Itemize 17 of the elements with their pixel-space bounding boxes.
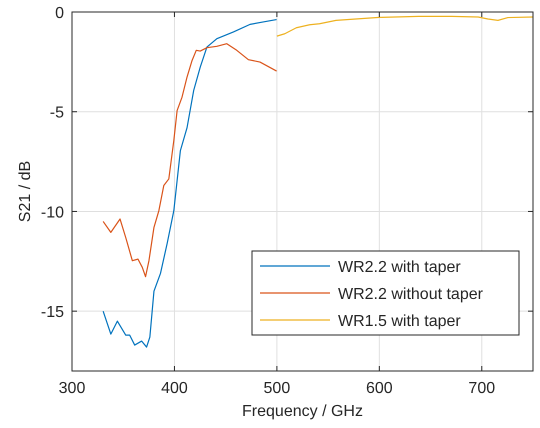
y-tick-label: -5 bbox=[50, 104, 64, 122]
y-tick-label: -15 bbox=[40, 304, 64, 322]
legend-label: WR2.2 without taper bbox=[338, 286, 484, 303]
x-axis-title: Frequency / GHz bbox=[242, 403, 363, 420]
y-tick-label: 0 bbox=[55, 5, 64, 22]
x-tick-label: 400 bbox=[161, 380, 188, 397]
x-tick-label: 300 bbox=[58, 380, 86, 397]
legend-label: WR1.5 with taper bbox=[338, 313, 462, 330]
y-axis-title: S21 / dB bbox=[17, 160, 34, 222]
y-tick-label: -10 bbox=[40, 204, 64, 222]
line-series bbox=[102, 18, 278, 348]
x-tick-label: 600 bbox=[366, 380, 393, 397]
line-series bbox=[276, 16, 534, 37]
x-tick-label: 500 bbox=[264, 380, 290, 397]
x-tick-label: 700 bbox=[468, 380, 496, 397]
legend-label: WR2.2 with taper bbox=[338, 259, 462, 276]
line-series bbox=[102, 43, 278, 278]
